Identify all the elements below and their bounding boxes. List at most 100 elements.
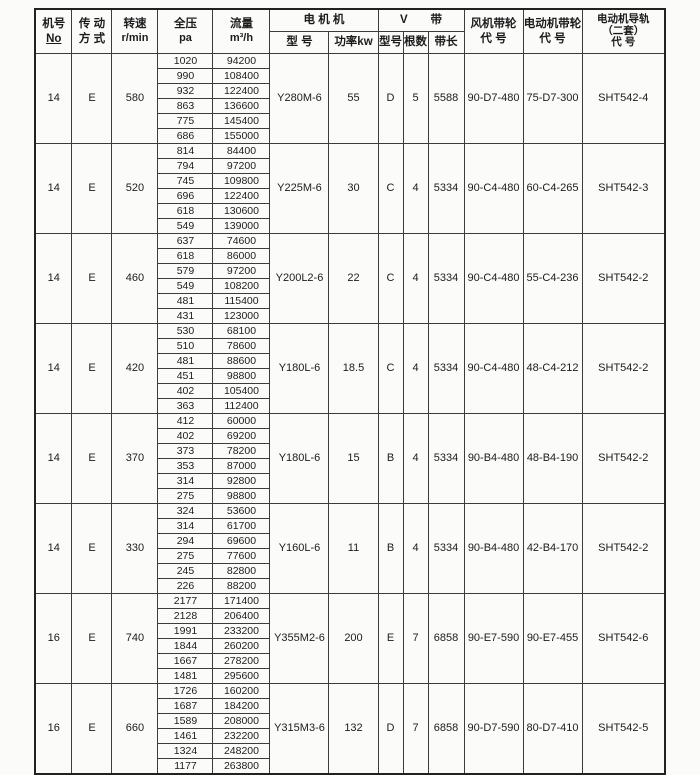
belt-count-cell: 5 xyxy=(402,53,429,144)
pressure-cell: 794 xyxy=(157,158,214,174)
header-pressure-cn: 全压 xyxy=(173,18,197,31)
pressure-cell: 745 xyxy=(157,173,214,189)
flow-cell: 61700 xyxy=(212,518,271,534)
belt-type-cell: C xyxy=(377,323,404,414)
belt-length-cell: 5334 xyxy=(427,503,465,594)
flow-cell: 60000 xyxy=(212,413,271,429)
flow-cell: 84400 xyxy=(212,143,271,159)
table-row: 14 E 370 412 60000 Y180L-6 15 B 4 5334 90-B4-480 48… xyxy=(34,413,666,504)
table-row: 16 E 740 2177 171400 Y355M2-6 200 E 7 6858 90-E7-5… xyxy=(34,593,666,684)
flow-cell: 232200 xyxy=(212,728,271,744)
table-row: 1991 233200 xyxy=(35,623,665,639)
flow-cell: 206400 xyxy=(212,608,271,624)
pressure-cell: 226 xyxy=(157,578,214,594)
table-row: 618 86000 xyxy=(35,248,665,264)
header-vbelt-cn: 带 xyxy=(430,14,443,27)
drive-mode-cell: E xyxy=(71,323,113,414)
table-row: 549 108200 xyxy=(35,278,665,294)
header-vbelt-length: 带长 xyxy=(427,31,465,54)
pressure-cell: 245 xyxy=(157,563,214,579)
fan-pulley-cell: 90-C4-480 xyxy=(463,323,524,414)
belt-type-cell: B xyxy=(377,503,404,594)
flow-cell: 136600 xyxy=(212,98,271,114)
belt-length-cell: 5334 xyxy=(427,323,465,414)
belt-type-cell: C xyxy=(377,233,404,324)
belt-type-cell: E xyxy=(377,593,404,684)
machine-no-cell: 14 xyxy=(34,323,73,414)
table-row: 16 E 660 1726 160200 Y315M3-6 132 D 7 6858 90-D7-5… xyxy=(34,683,666,775)
pressure-cell: 1177 xyxy=(157,758,214,775)
speed-cell: 660 xyxy=(111,683,159,775)
pressure-cell: 1667 xyxy=(157,653,214,669)
flow-cell: 87000 xyxy=(212,458,271,474)
header-vbelt-count: 根数 xyxy=(402,31,429,54)
table-row: 373 78200 xyxy=(35,443,665,459)
belt-type-cell: D xyxy=(377,53,404,144)
fan-pulley-cell: 90-C4-480 xyxy=(463,233,524,324)
drive-mode-cell: E xyxy=(71,593,113,684)
header-speed-cn: 转速 xyxy=(123,18,147,31)
pressure-cell: 775 xyxy=(157,113,214,129)
motor-pulley-cell: 80-D7-410 xyxy=(522,683,583,775)
header-drive-line1: 传 动 xyxy=(78,18,106,31)
header-pressure-unit: pa xyxy=(179,31,192,44)
drive-mode-cell: E xyxy=(71,503,113,594)
pressure-cell: 324 xyxy=(157,503,214,519)
table-row: 14 E 580 1020 94200 Y280M-6 55 D 5 5588 90-D7-480 7… xyxy=(34,53,666,144)
pressure-cell: 481 xyxy=(157,353,214,369)
table-row: 1481 295600 xyxy=(35,668,665,684)
belt-length-cell: 6858 xyxy=(427,683,465,775)
flow-cell: 74600 xyxy=(212,233,271,249)
header-motor-rail: 电动机导轨 （二套） 代 号 xyxy=(581,8,666,54)
fan-pulley-cell: 90-C4-480 xyxy=(463,143,524,234)
belt-count-cell: 7 xyxy=(402,683,429,775)
belt-type-cell: C xyxy=(377,143,404,234)
header-drive-line2: 方 式 xyxy=(78,32,106,45)
table-row: 402 69200 xyxy=(35,428,665,444)
speed-cell: 460 xyxy=(111,233,159,324)
header-motor-pulley-line1: 电动机带轮 xyxy=(523,18,582,31)
speed-cell: 330 xyxy=(111,503,159,594)
fan-pulley-cell: 90-B4-480 xyxy=(463,413,524,504)
speed-cell: 520 xyxy=(111,143,159,234)
table-row: 549 139000 xyxy=(35,218,665,234)
pressure-cell: 814 xyxy=(157,143,214,159)
header-vbelt-group: V 带 xyxy=(377,8,465,32)
pressure-cell: 314 xyxy=(157,518,214,534)
fan-pulley-cell: 90-D7-590 xyxy=(463,683,524,775)
motor-rail-cell: SHT542-5 xyxy=(581,683,666,775)
flow-cell: 78200 xyxy=(212,443,271,459)
table-row: 14 E 520 814 84400 Y225M-6 30 C 4 5334 90-C4-480 60… xyxy=(34,143,666,234)
pressure-cell: 353 xyxy=(157,458,214,474)
belt-count-cell: 4 xyxy=(402,503,429,594)
header-motor-power: 功率kw xyxy=(328,31,379,54)
flow-cell: 160200 xyxy=(212,683,271,699)
drive-mode-cell: E xyxy=(71,53,113,144)
flow-cell: 53600 xyxy=(212,503,271,519)
motor-model-cell: Y160L-6 xyxy=(269,503,330,594)
pressure-cell: 481 xyxy=(157,293,214,309)
pressure-cell: 618 xyxy=(157,248,214,264)
table-row: 1687 184200 xyxy=(35,698,665,714)
motor-rail-cell: SHT542-3 xyxy=(581,143,666,234)
table-row: 14 E 420 530 68100 Y180L-6 18.5 C 4 5334 90-C4-480… xyxy=(34,323,666,414)
flow-cell: 260200 xyxy=(212,638,271,654)
pressure-cell: 2128 xyxy=(157,608,214,624)
pressure-cell: 1589 xyxy=(157,713,214,729)
flow-cell: 155000 xyxy=(212,128,271,144)
header-vbelt-type: 型号 xyxy=(377,31,404,54)
motor-power-cell: 132 xyxy=(328,683,379,775)
motor-model-cell: Y200L2-6 xyxy=(269,233,330,324)
flow-cell: 263800 xyxy=(212,758,271,775)
pressure-cell: 686 xyxy=(157,128,214,144)
header-motor-rail-line2: （二套） xyxy=(602,24,645,37)
motor-power-cell: 22 xyxy=(328,233,379,324)
motor-pulley-cell: 55-C4-236 xyxy=(522,233,583,324)
header-machine-no: 机号 No xyxy=(34,8,73,54)
pressure-cell: 549 xyxy=(157,218,214,234)
table-row: 294 69600 xyxy=(35,533,665,549)
drive-mode-cell: E xyxy=(71,233,113,324)
table-row: 275 98800 xyxy=(35,488,665,504)
flow-cell: 77600 xyxy=(212,548,271,564)
table-row: 353 87000 xyxy=(35,458,665,474)
